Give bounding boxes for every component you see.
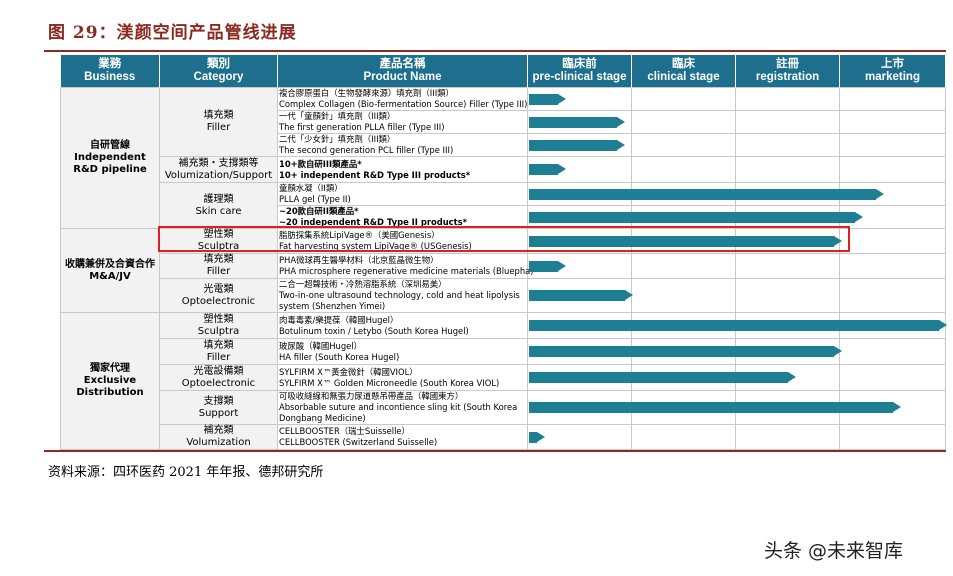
category-optoelectronic: 光電設備類 Optoelectronic bbox=[159, 364, 278, 391]
product-name: 玻尿酸（韓國Hugel） HA filler (South Korea Hugel… bbox=[277, 338, 528, 365]
category-filler: 填充類 Filler bbox=[159, 338, 278, 365]
table-header-row: 業務 Business 類別 Category 產品名稱 Product Name 臨… bbox=[60, 55, 946, 88]
product-name: SYLFIRM X™黃金微針（韓國VIOL） SYLFIRM X™ Golden … bbox=[277, 364, 528, 391]
product-name: 脂肪採集系統LipiVage®（美國Genesis） Fat harvesting… bbox=[277, 228, 528, 254]
figure-title: 图 29：渼颜空间产品管线进展 bbox=[48, 23, 297, 43]
product-name: 一代「童顏針」填充劑（III類） The first generation PLL… bbox=[277, 110, 528, 134]
title-divider bbox=[44, 50, 946, 52]
table-row: 補充類・支撐類等 Volumization/Support 10+款自研III類產… bbox=[61, 156, 946, 183]
header-clinical: 臨床 clinical stage bbox=[631, 55, 736, 88]
product-name: CELLBOOSTER（瑞士Suisselle） CELLBOOSTER (Swi… bbox=[277, 424, 528, 450]
table-row: 補充類 Volumization CELLBOOSTER（瑞士Suisselle）… bbox=[61, 424, 946, 450]
header-business: 業務 Business bbox=[60, 55, 160, 88]
category-skin-care: 護理類 Skin care bbox=[159, 182, 278, 229]
category-support: 支撐類 Support bbox=[159, 390, 278, 425]
business-independent-rd: 自研管線 Independent R&D pipeline bbox=[60, 87, 160, 229]
table-row: 填充類 Filler 玻尿酸（韓國Hugel） HA filler (South K… bbox=[61, 338, 946, 365]
business-exclusive-distribution: 獨家代理 Exclusive Distribution bbox=[60, 312, 160, 450]
table-row: 光電類 Optoelectronic 二合一超聲技術・冷熱溶脂系統（深圳易美） Tw… bbox=[61, 278, 946, 313]
product-name: 二合一超聲技術・冷熱溶脂系統（深圳易美） Two-in-one ultrasoun… bbox=[277, 278, 528, 313]
category-volumization-support: 補充類・支撐類等 Volumization/Support bbox=[159, 156, 278, 183]
pipeline-table: 業務 Business 類別 Category 產品名稱 Product Name 臨… bbox=[60, 55, 946, 450]
header-preclinical: 臨床前 pre-clinical stage bbox=[527, 55, 632, 88]
highlight-box bbox=[158, 226, 850, 252]
table-row: 光電設備類 Optoelectronic SYLFIRM X™黃金微針（韓國VIO… bbox=[61, 364, 946, 391]
source-note: 资料来源：四环医药 2021 年年报、德邦研究所 bbox=[48, 465, 324, 480]
business-ma-jv: 收購兼併及合資合作 M&A/JV bbox=[60, 228, 160, 313]
category-filler: 填充類 Filler bbox=[159, 253, 278, 279]
bottom-divider bbox=[44, 450, 946, 452]
table-row: 支撐類 Support 可吸收縫線和無張力尿道懸吊帶產品（韓國東方） Absorba… bbox=[61, 390, 946, 425]
header-category: 類別 Category bbox=[159, 55, 278, 88]
product-name: ~20款自研II類產品* ~20 independent R&D Type II … bbox=[277, 205, 528, 229]
table-row: 護理類 Skin care 童顏水凝（II類） PLLA gel (Type II) bbox=[61, 182, 946, 229]
category-optoelectronic: 光電類 Optoelectronic bbox=[159, 278, 278, 313]
header-marketing: 上市 marketing bbox=[839, 55, 946, 88]
product-name: 童顏水凝（II類） PLLA gel (Type II) bbox=[277, 182, 528, 206]
category-filler: 填充類 Filler bbox=[159, 87, 278, 157]
table-row: 獨家代理 Exclusive Distribution 塑性類 Sculptra 肉… bbox=[60, 312, 946, 450]
header-registration: 註冊 registration bbox=[735, 55, 840, 88]
table-row: 自研管線 Independent R&D pipeline 填充類 Filler 複… bbox=[60, 87, 946, 229]
category-sculptra: 塑性類 Sculptra bbox=[159, 228, 278, 254]
category-volumization: 補充類 Volumization bbox=[159, 424, 278, 450]
table-row: 填充類 Filler PHA微球再生醫學材料（北京藍晶微生物） PHA micros… bbox=[61, 253, 946, 279]
watermark: 头条 @未来智库 bbox=[764, 540, 904, 562]
product-name: 複合膠原蛋白（生物發酵來源）填充劑（III類） Complex Collagen … bbox=[277, 87, 528, 111]
product-name: 10+款自研III類產品* 10+ independent R&D Type II… bbox=[277, 156, 528, 183]
product-name: 肉毒毒素/樂提葆（韓國Hugel） Botulinum toxin / Letyb… bbox=[277, 312, 528, 339]
product-name: 二代「少女針」填充劑（III類） The second generation PC… bbox=[277, 133, 528, 157]
category-sculptra: 塑性類 Sculptra bbox=[159, 312, 278, 339]
product-name: 可吸收縫線和無張力尿道懸吊帶產品（韓國東方） Absorbable suture … bbox=[277, 390, 528, 425]
product-name: PHA微球再生醫學材料（北京藍晶微生物） PHA microsphere rege… bbox=[277, 253, 534, 279]
table-row: 收購兼併及合資合作 M&A/JV 塑性類 Sculptra 脂肪採集系統LipiVa… bbox=[60, 228, 946, 313]
header-product-name: 產品名稱 Product Name bbox=[277, 55, 528, 88]
